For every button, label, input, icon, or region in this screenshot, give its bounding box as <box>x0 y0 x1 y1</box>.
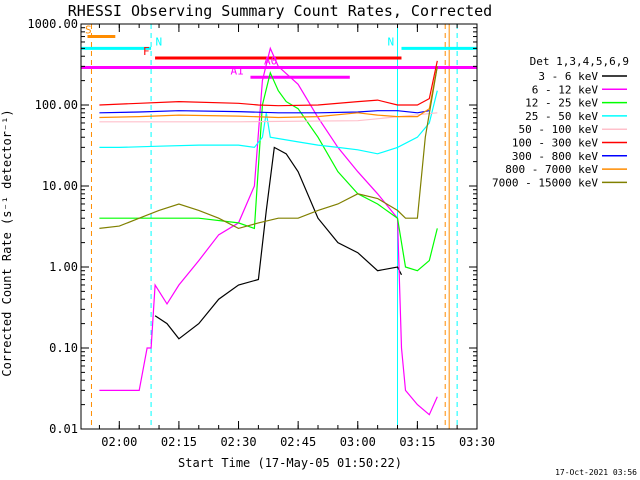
y-tick-label: 100.00 <box>35 98 78 112</box>
series-line-9 <box>99 66 438 230</box>
series-line-6 <box>99 60 438 107</box>
legend-entry-2: 6 - 12 keV <box>532 83 599 96</box>
legend-entry-1: 3 - 6 keV <box>538 70 598 83</box>
legend-entry-3: 12 - 25 keV <box>525 97 598 110</box>
legend-entry-8: 800 - 7000 keV <box>505 163 598 176</box>
x-tick-label: 02:30 <box>220 435 256 449</box>
x-tick-label: 03:00 <box>340 435 376 449</box>
y-tick-label: 0.01 <box>49 422 78 436</box>
plot-frame <box>80 23 478 430</box>
legend-entry-6: 100 - 300 keV <box>512 137 598 150</box>
flag-label-n: N <box>387 35 394 48</box>
y-tick-label: 0.10 <box>49 341 78 355</box>
flag-label-a1: A1 <box>230 64 243 77</box>
y-tick-label: 1.00 <box>49 260 78 274</box>
legend-header: Det 1,3,4,5,6,9 <box>530 55 629 68</box>
y-tick-label: 1000.00 <box>27 17 78 31</box>
series-line-8 <box>99 66 438 119</box>
y-tick-label: 10.00 <box>42 179 78 193</box>
x-axis-label: Start Time (17-May-05 01:50:22) <box>178 456 402 470</box>
legend-entry-4: 25 - 50 keV <box>525 110 598 123</box>
legend-entry-5: 50 - 100 keV <box>519 123 599 136</box>
legend-entry-7: 300 - 800 keV <box>512 150 598 163</box>
x-tick-label: 02:45 <box>280 435 316 449</box>
x-tick-label: 02:00 <box>101 435 137 449</box>
x-tick-label: 03:15 <box>399 435 435 449</box>
flag-label-s: S <box>85 24 92 37</box>
flag-label-n: N <box>156 35 163 48</box>
x-tick-label: 02:15 <box>161 435 197 449</box>
x-tick-label: 03:30 <box>459 435 495 449</box>
series-line-4 <box>99 90 438 155</box>
chart-title: RHESSI Observing Summary Count Rates, Co… <box>68 2 492 20</box>
series-line-7 <box>99 110 430 114</box>
flag-label-a0: A0 <box>264 55 277 68</box>
footer-timestamp: 17-Oct-2021 03:56 <box>555 468 637 477</box>
series-line-1 <box>154 146 403 340</box>
y-axis-label: Corrected Count Rate (s⁻¹ detector⁻¹) <box>0 109 14 376</box>
legend-entry-9: 7000 - 15000 keV <box>492 176 598 189</box>
flag-label-f: F <box>143 45 150 58</box>
series-line-2 <box>99 46 438 416</box>
